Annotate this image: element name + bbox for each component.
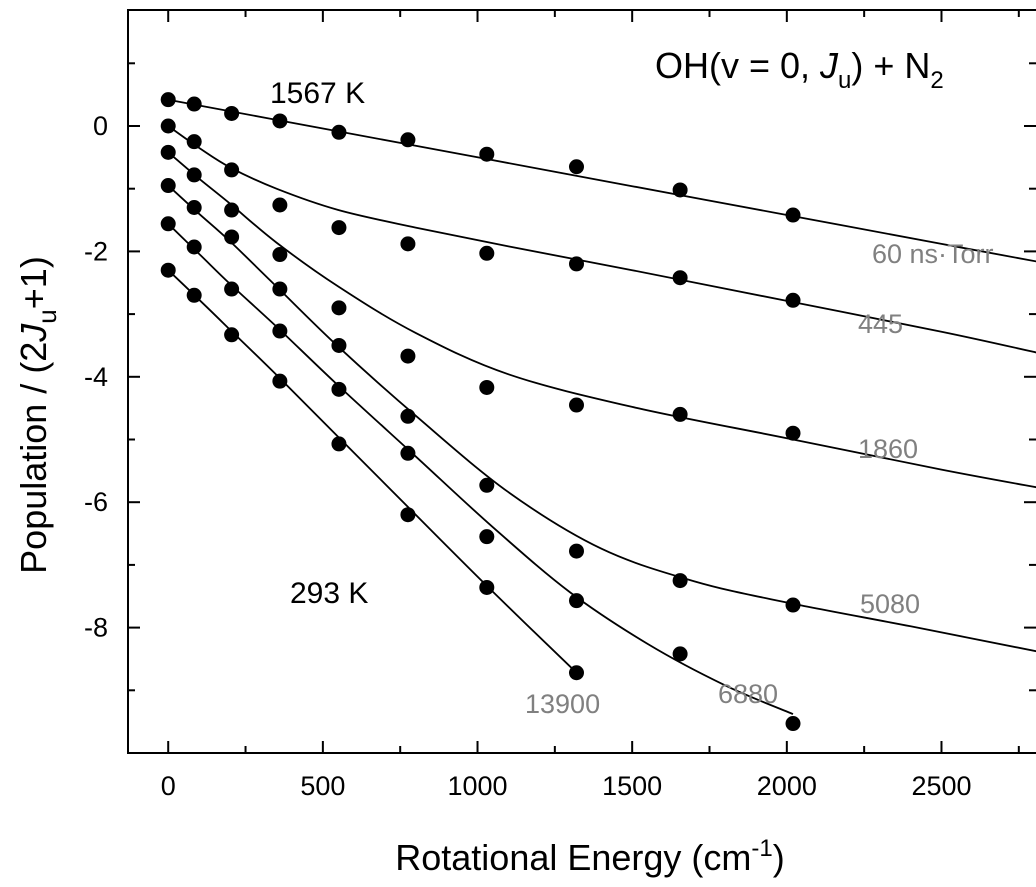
data-point-s1-8: [672, 270, 688, 286]
data-point-s2-9: [785, 425, 801, 441]
data-point-s1-0: [160, 118, 176, 134]
data-point-s3-9: [785, 597, 801, 613]
data-point-s5-4: [331, 436, 347, 452]
data-point-s4-8: [672, 646, 688, 662]
fit-curve-5: [167, 269, 578, 674]
y-tick-label--6: -6: [84, 487, 108, 517]
data-point-s4-5: [400, 445, 416, 461]
series-label-3: 5080: [860, 589, 920, 619]
plot-frame: [127, 9, 1036, 754]
data-point-s2-3: [272, 247, 288, 263]
data-point-s4-0: [160, 216, 176, 232]
data-point-s0-6: [479, 146, 495, 162]
data-point-s4-3: [272, 323, 288, 339]
x-tick-label-2000: 2000: [757, 771, 817, 801]
data-points: [160, 92, 801, 732]
y-tick-label--2: -2: [84, 236, 108, 266]
data-point-s2-0: [160, 144, 176, 160]
data-point-s1-2: [224, 162, 240, 178]
data-point-s0-1: [186, 96, 202, 112]
data-point-s4-2: [224, 281, 240, 297]
data-point-s5-7: [568, 665, 584, 681]
data-point-s2-6: [479, 379, 495, 395]
series-labels: 60 ns·Torr 445 1860 5080 6880 13900: [525, 239, 994, 719]
data-point-s3-5: [400, 408, 416, 424]
data-point-s3-3: [272, 281, 288, 297]
chart-title: OH(v = 0, Ju) + N2: [655, 45, 944, 94]
data-point-s0-5: [400, 132, 416, 148]
fit-curves: [167, 98, 1036, 715]
data-point-s5-2: [224, 327, 240, 343]
data-point-s1-3: [272, 197, 288, 213]
x-tick-labels: 050010001500200025003000: [161, 771, 972, 801]
data-point-s1-9: [785, 292, 801, 308]
x-tick-label-1500: 1500: [602, 771, 662, 801]
data-point-s1-7: [568, 256, 584, 272]
y-tick-label--8: -8: [84, 613, 108, 643]
fit-curve-0: [168, 98, 1036, 263]
data-point-s0-7: [568, 159, 584, 175]
annotation-hot: 1567 K: [270, 77, 365, 110]
data-point-s2-5: [400, 348, 416, 364]
data-point-s5-1: [186, 287, 202, 303]
data-point-s1-4: [331, 220, 347, 236]
data-point-s0-2: [224, 105, 240, 121]
data-point-s0-4: [331, 124, 347, 140]
data-point-s5-6: [479, 579, 495, 595]
series-label-4: 6880: [718, 679, 778, 709]
data-point-s3-6: [479, 477, 495, 493]
x-axis-title: Rotational Energy (cm-1): [395, 835, 785, 878]
data-point-s4-4: [331, 381, 347, 397]
data-point-s2-1: [186, 167, 202, 183]
axis-ticks: [128, 10, 1036, 753]
data-point-s2-4: [331, 300, 347, 316]
data-point-s3-0: [160, 178, 176, 194]
y-axis-title: Population / (2Ju+1): [13, 256, 62, 574]
data-point-s1-5: [400, 236, 416, 252]
data-point-s4-9: [785, 716, 801, 732]
y-tick-label-0: 0: [93, 111, 108, 141]
y-tick-labels: 0 -2 -4 -6 -8: [84, 111, 108, 643]
data-point-s4-6: [479, 529, 495, 545]
data-point-s3-8: [672, 573, 688, 589]
data-point-s3-1: [186, 200, 202, 216]
data-point-s4-7: [568, 593, 584, 609]
data-point-s1-6: [479, 245, 495, 261]
data-point-s5-5: [400, 507, 416, 523]
fit-curve-3: [167, 184, 1036, 653]
data-point-s2-7: [568, 397, 584, 413]
x-tick-label-500: 500: [300, 771, 345, 801]
data-point-s1-1: [186, 134, 202, 150]
data-point-s5-3: [272, 373, 288, 389]
series-label-1: 445: [858, 309, 903, 339]
x-tick-label-1000: 1000: [447, 771, 507, 801]
x-tick-label-0: 0: [161, 771, 176, 801]
data-point-s0-8: [672, 182, 688, 198]
data-point-s2-2: [224, 202, 240, 218]
data-point-s0-3: [272, 113, 288, 129]
x-tick-label-2500: 2500: [911, 771, 971, 801]
data-point-s3-7: [568, 543, 584, 559]
series-label-2: 1860: [858, 434, 918, 464]
data-point-s4-1: [186, 239, 202, 255]
data-point-s5-0: [160, 262, 176, 278]
series-label-5: 13900: [525, 689, 600, 719]
data-point-s3-4: [331, 337, 347, 353]
data-point-s3-2: [224, 229, 240, 245]
annotation-cold: 293 K: [290, 577, 368, 610]
fit-curve-4: [167, 223, 794, 715]
data-point-s0-0: [160, 92, 176, 108]
y-tick-label--4: -4: [84, 362, 108, 392]
data-point-s0-9: [785, 207, 801, 223]
series-label-0: 60 ns·Torr: [872, 239, 994, 269]
data-point-s2-8: [672, 406, 688, 422]
